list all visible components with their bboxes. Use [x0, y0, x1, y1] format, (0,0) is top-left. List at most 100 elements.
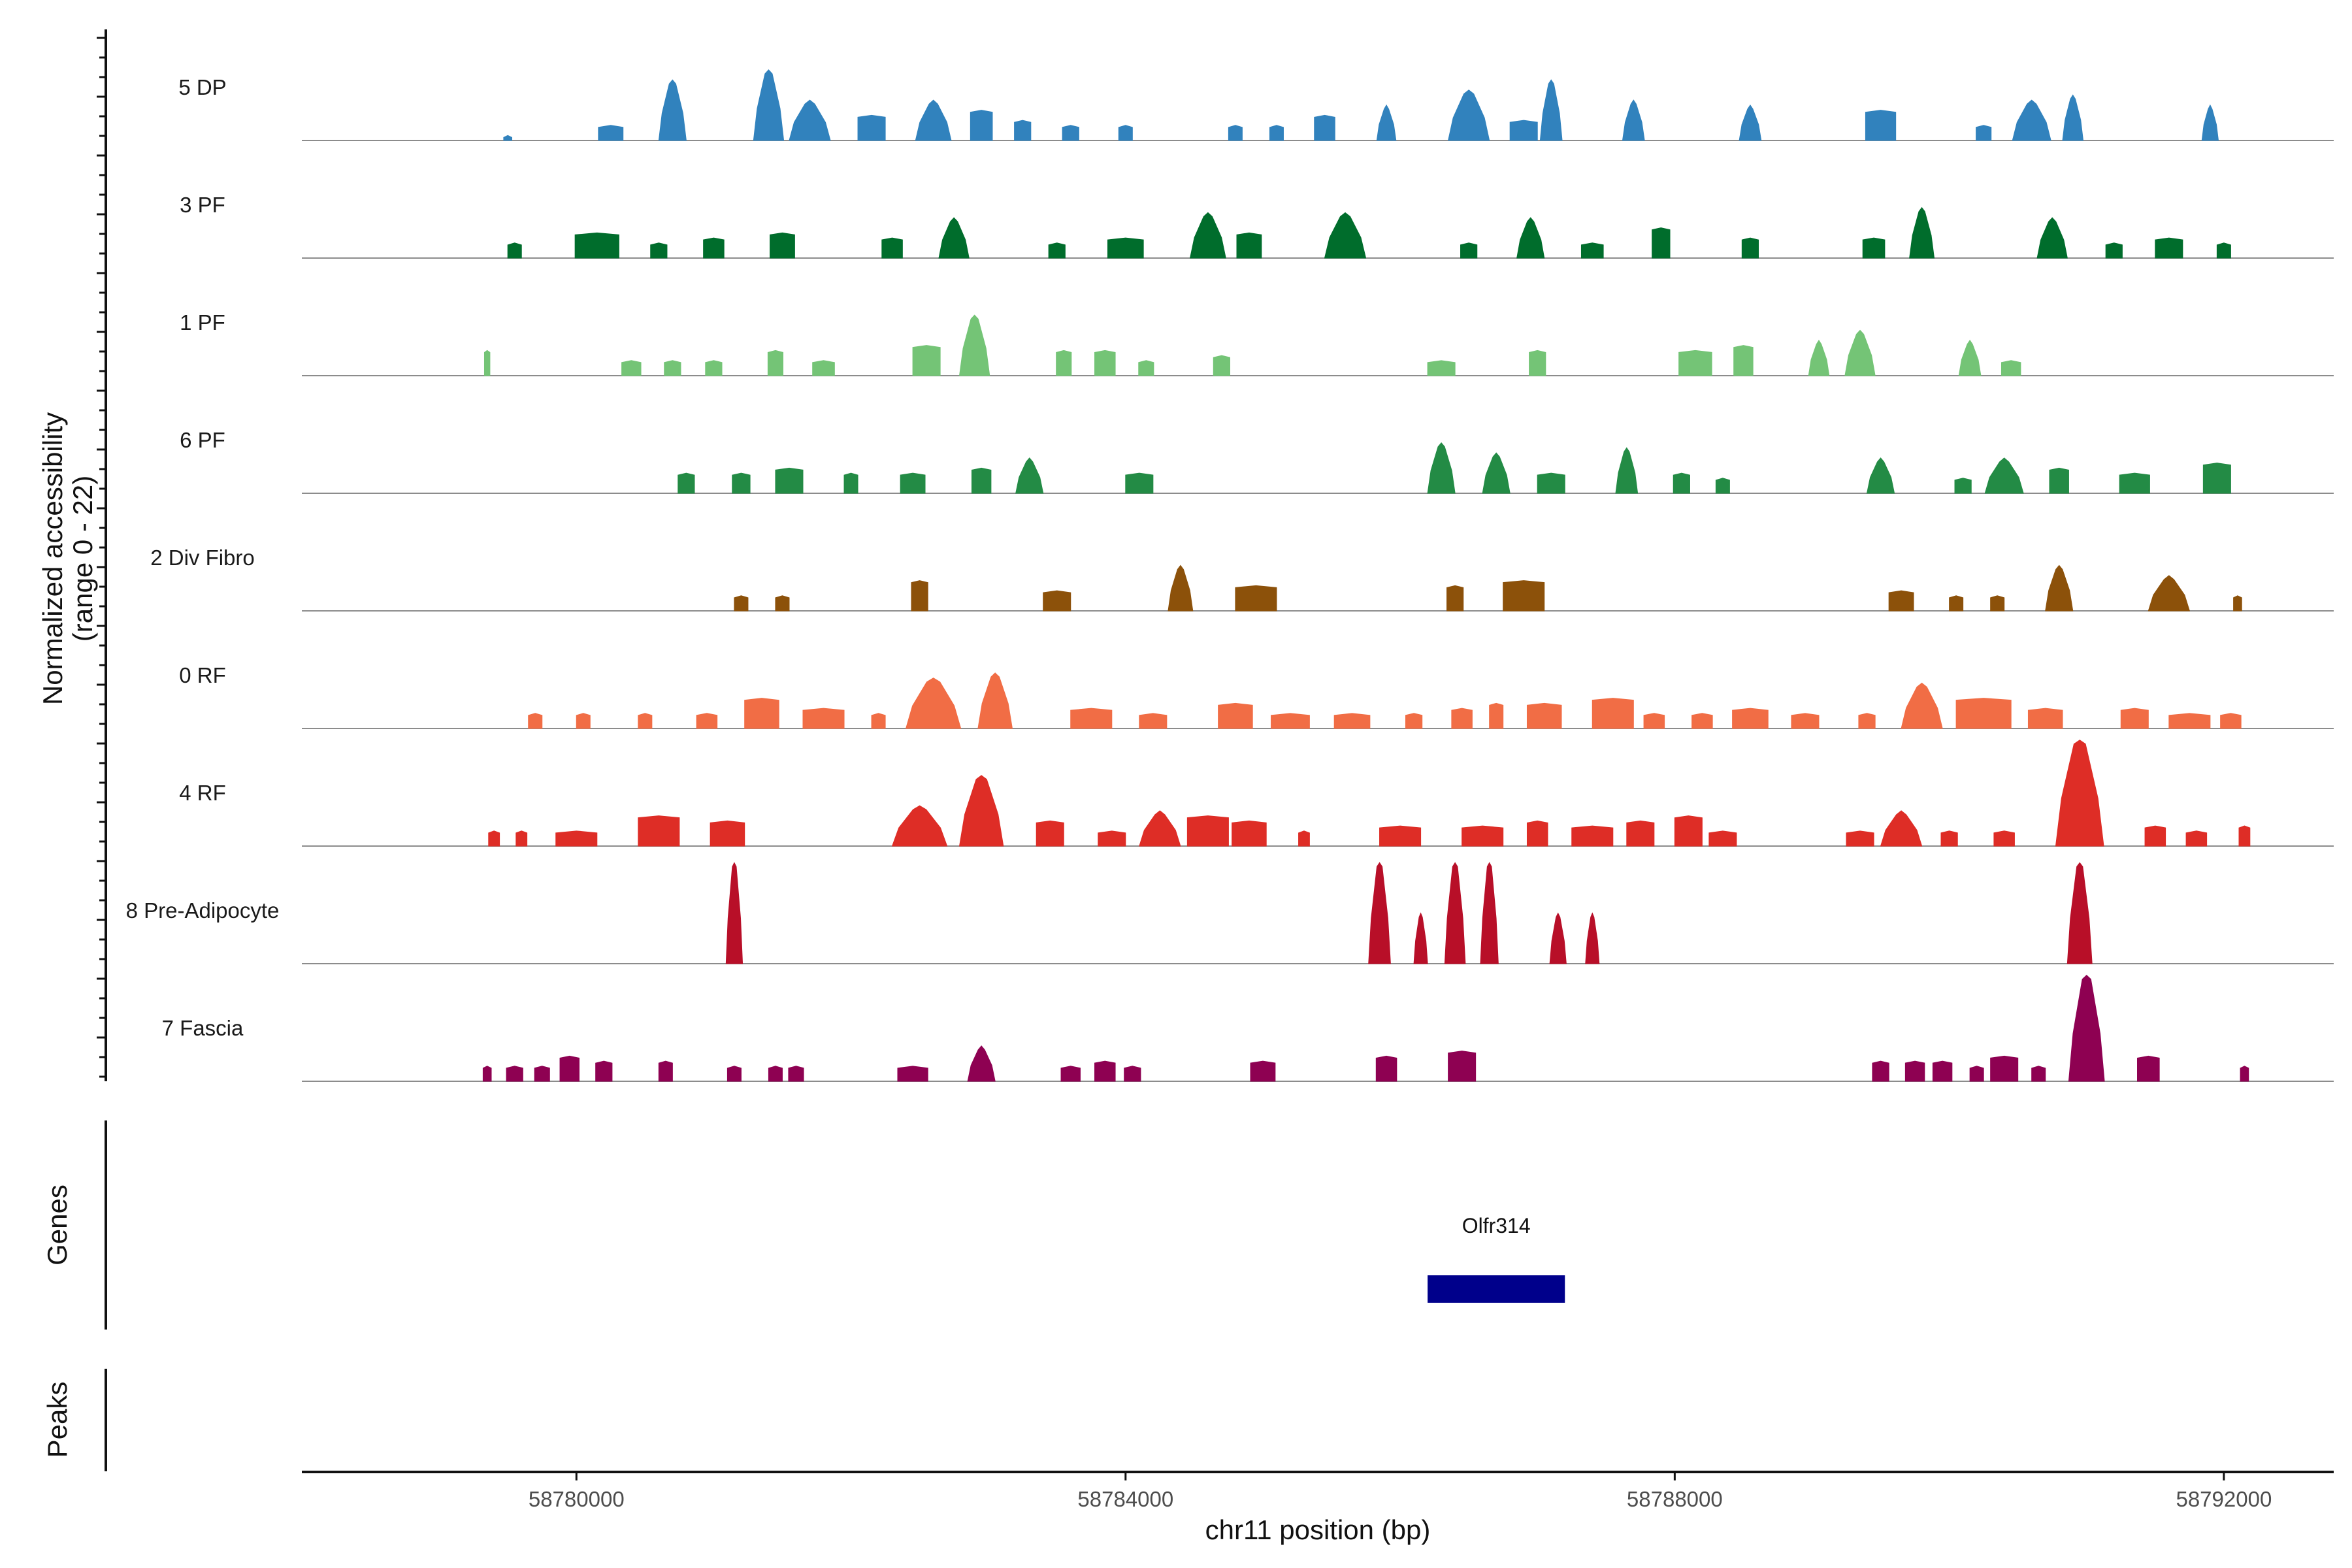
coverage-peak: [977, 672, 1013, 729]
coverage-peak: [507, 242, 522, 259]
coverage-peak: [1732, 708, 1769, 729]
coverage-peak: [1846, 830, 1874, 847]
coverage-peak: [881, 237, 903, 259]
coverage-peak: [638, 713, 653, 729]
coverage-peak: [1324, 212, 1367, 259]
coverage-peak: [725, 862, 743, 964]
gene-body: [1428, 1275, 1565, 1303]
coverage-peak: [1098, 830, 1126, 847]
coverage-peak: [1969, 1066, 1984, 1082]
coverage-peak: [789, 99, 831, 141]
coverage-peak: [1139, 713, 1168, 729]
coverage-peak: [1549, 912, 1567, 964]
coverage-peak: [1516, 217, 1545, 259]
coverage-peak: [2001, 360, 2021, 376]
coverage-peak: [1976, 125, 1992, 141]
track-label: 6 PF: [180, 428, 225, 452]
coverage-peak: [1228, 125, 1243, 141]
coverage-peak: [1808, 339, 1830, 376]
track-label: 2 Div Fibro: [150, 546, 255, 570]
coverage-peak: [1094, 350, 1116, 376]
coverage-peak: [1580, 242, 1604, 259]
coverage-peak: [905, 678, 962, 729]
coverage-peak: [1844, 329, 1876, 376]
coverage-peak: [2155, 237, 2183, 259]
coverage-peak: [2144, 825, 2166, 847]
track-6-pf: 6 PF: [180, 428, 2334, 494]
coverage-peak: [1592, 698, 1634, 729]
coverage-peak: [1413, 912, 1428, 964]
coverage-peak: [1062, 125, 1079, 141]
coverage-peak: [1446, 585, 1464, 612]
coverage-peak: [1186, 815, 1229, 847]
coverage-peak: [1901, 682, 1943, 729]
coverage-peak: [912, 345, 941, 376]
coverage-peak: [1872, 1060, 1889, 1082]
coverage-peak: [1862, 237, 1886, 259]
coverage-peak: [1791, 713, 1820, 729]
coverage-peak: [678, 472, 695, 494]
coverage-peak: [1678, 350, 1712, 376]
coverage-peak: [1984, 457, 2024, 494]
coverage-peak: [2045, 564, 2074, 612]
gene-label: Olfr314: [1462, 1214, 1531, 1237]
coverage-peak: [2240, 1066, 2249, 1082]
coverage-peak: [734, 595, 749, 612]
coverage-peak: [2202, 463, 2231, 494]
coverage-peak: [768, 1066, 783, 1082]
track-1-pf: 1 PF: [180, 310, 2334, 376]
coverage-peak: [1741, 237, 1759, 259]
coverage-peak: [1107, 237, 1144, 259]
track-5-dp: 5 DP: [178, 69, 2334, 141]
coverage-peak: [770, 232, 795, 259]
coverage-peak: [559, 1055, 580, 1082]
coverage-peak: [1094, 1060, 1116, 1082]
coverage-peak: [1014, 120, 1032, 141]
coverage-peak: [1189, 212, 1226, 259]
coverage-peak: [1271, 713, 1310, 729]
coverage-peak: [911, 580, 928, 612]
coverage-peak: [2055, 740, 2104, 847]
coverage-peak: [1585, 912, 1600, 964]
coverage-peak: [1139, 810, 1181, 847]
coverage-peak: [1015, 457, 1044, 494]
x-tick-label: 58792000: [2176, 1487, 2272, 1511]
coverage-peak: [1652, 227, 1671, 259]
coverage-peak: [664, 360, 681, 376]
coverage-peak: [915, 99, 952, 141]
y-axis-title: Normalized accessibility(range 0 - 22): [37, 412, 98, 705]
track-label: 7 Fascia: [162, 1016, 244, 1040]
coverage-peak: [2062, 94, 2084, 141]
coverage-peak: [1232, 820, 1267, 847]
coverage-peak: [1168, 564, 1194, 612]
coverage-peak: [1138, 360, 1154, 376]
track-4-rf: 4 RF: [179, 740, 2334, 847]
coverage-peak: [1480, 862, 1499, 964]
genes-track-label: Genes: [42, 1184, 73, 1266]
coverage-peak: [1298, 830, 1310, 847]
coverage-peak: [1955, 698, 2012, 729]
coverage-peak: [788, 1066, 804, 1082]
coverage-peak: [555, 830, 598, 847]
coverage-peak: [1526, 702, 1562, 729]
coverage-peak: [1537, 472, 1565, 494]
track-label: 1 PF: [180, 310, 225, 335]
coverage-peak: [2168, 713, 2211, 729]
coverage-peak: [727, 1066, 742, 1082]
coverage-peak: [1674, 815, 1703, 847]
coverage-peak: [534, 1066, 550, 1082]
coverage-peak: [1715, 478, 1730, 494]
coverage-peak: [871, 713, 886, 729]
track-3-pf: 3 PF: [180, 193, 2334, 259]
coverage-peak: [802, 708, 845, 729]
coverage-peak: [971, 467, 992, 494]
coverage-peak: [1673, 472, 1690, 494]
coverage-peak: [958, 314, 990, 376]
coverage-peak: [621, 360, 642, 376]
y-axis-title-line: Normalized accessibility: [37, 412, 68, 705]
track-7-fascia: 7 Fascia: [162, 975, 2334, 1082]
coverage-peak: [710, 820, 745, 847]
coverage-peak: [744, 698, 779, 729]
coverage-peak: [1932, 1060, 1953, 1082]
